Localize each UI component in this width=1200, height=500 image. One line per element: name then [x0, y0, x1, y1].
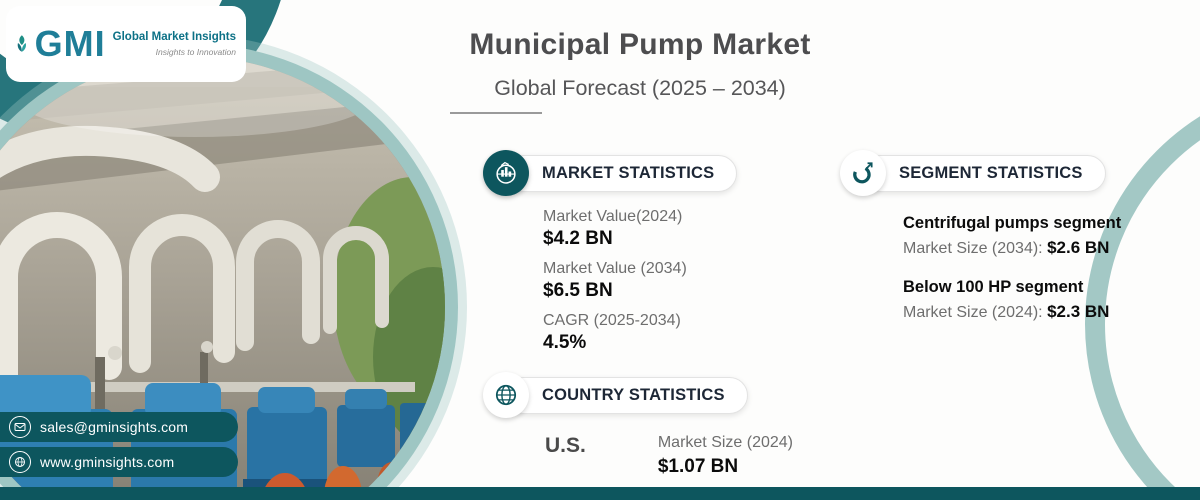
segment-statistics-header: SEGMENT STATISTICS [840, 150, 1170, 196]
market-statistics-header: MARKET STATISTICS [483, 150, 813, 196]
stat-value: $4.2 BN [543, 228, 613, 249]
country-statistics-section: COUNTRY STATISTICS U.S. Market Size (202… [483, 372, 823, 478]
market-statistics-section: MARKET STATISTICS Market Value(2024) $4.… [483, 150, 813, 364]
market-statistics-title: MARKET STATISTICS [505, 154, 738, 192]
contact-email: sales@gminsights.com [0, 412, 238, 442]
stat-label: Market Size (2024): [903, 304, 1048, 321]
globe-icon [9, 451, 31, 473]
stat-label: CAGR (2025-2034) [543, 312, 681, 329]
logo-company-name: Global Market Insights [112, 31, 236, 44]
stat-item: Market Value(2024) $4.2 BN [543, 208, 813, 250]
segment-stat-line: Market Size (2024): $2.3 BN [903, 302, 1170, 322]
segment-item: Below 100 HP segment Market Size (2024):… [903, 278, 1170, 322]
website-text: www.gminsights.com [40, 454, 175, 470]
segment-name: Centrifugal pumps segment [903, 214, 1122, 232]
country-statistics-title: COUNTRY STATISTICS [505, 376, 748, 414]
globe-icon [483, 372, 529, 418]
subtitle-underline [450, 112, 542, 114]
gmi-logo-icon [17, 35, 26, 52]
stat-label: Market Value(2024) [543, 208, 683, 225]
stat-value: 4.5% [543, 332, 587, 353]
email-text: sales@gminsights.com [40, 419, 189, 435]
segment-statistics-section: SEGMENT STATISTICS Centrifugal pumps seg… [840, 150, 1170, 322]
country-statistics-header: COUNTRY STATISTICS [483, 372, 823, 418]
header: Municipal Pump Market Global Forecast (2… [440, 28, 840, 114]
stat-value: $6.5 BN [543, 280, 613, 301]
segment-item: Centrifugal pumps segment Market Size (2… [903, 214, 1170, 258]
bar-chart-globe-icon [483, 150, 529, 196]
logo-abbr: GMI [34, 23, 106, 64]
stat-label: Market Size (2024) [657, 434, 794, 451]
country-stat: Market Size (2024) $1.07 BN [658, 434, 793, 478]
stat-item: Market Value (2034) $6.5 BN [543, 260, 813, 302]
stat-value: $2.6 BN [1047, 238, 1110, 257]
country-name: U.S. [545, 434, 586, 457]
logo-tagline: Insights to Innovation [155, 46, 236, 57]
website-link[interactable]: www.gminsights.com [0, 447, 238, 477]
email-link[interactable]: sales@gminsights.com [0, 412, 238, 442]
segment-statistics-title: SEGMENT STATISTICS [862, 154, 1106, 192]
stat-item: CAGR (2025-2034) 4.5% [543, 312, 813, 354]
country-stat-row: U.S. Market Size (2024) $1.07 BN [545, 434, 823, 478]
market-statistics-list: Market Value(2024) $4.2 BN Market Value … [543, 208, 813, 354]
envelope-icon [9, 416, 31, 438]
segment-stat-line: Market Size (2034): $2.6 BN [903, 238, 1170, 258]
segment-name: Below 100 HP segment [903, 278, 1084, 296]
pie-chart-icon [840, 150, 886, 196]
stat-label: Market Value (2034) [543, 260, 687, 277]
contact-website: www.gminsights.com [0, 447, 238, 477]
stat-value: $2.3 BN [1047, 302, 1110, 321]
page-title: Municipal Pump Market [469, 28, 811, 61]
page-subtitle: Global Forecast (2025 – 2034) [494, 76, 786, 100]
stat-label: Market Size (2034): [903, 240, 1048, 257]
footer-bar [0, 487, 1200, 500]
gmi-logo: GMI Global Market Insights Insights to I… [6, 6, 246, 82]
stat-value: $1.07 BN [657, 456, 739, 477]
